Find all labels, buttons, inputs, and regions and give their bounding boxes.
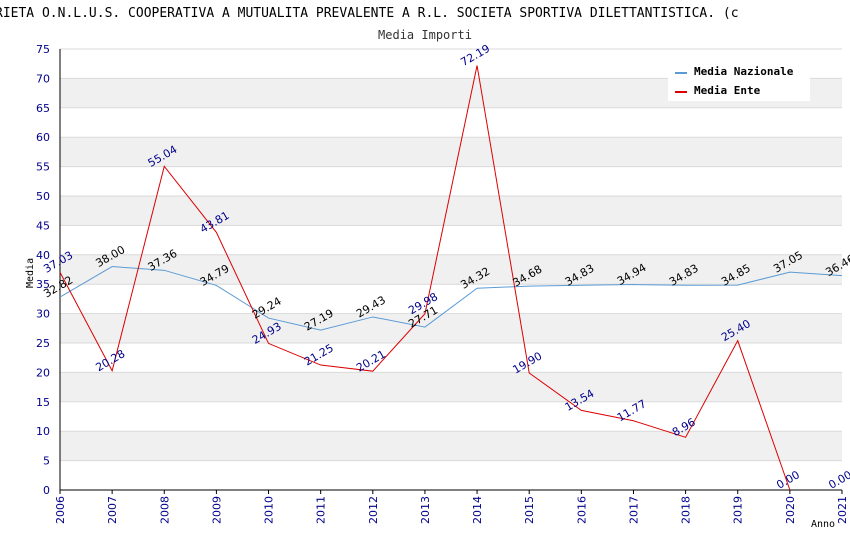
x-tick-label: 2020 [784,496,797,524]
x-tick-label: 2009 [210,496,223,524]
grid-band [60,137,842,167]
axes [59,49,842,491]
y-tick-label: 70 [36,72,50,85]
chart-title: RIETA O.N.L.U.S. COOPERATIVA A MUTUALITA… [0,6,739,21]
legend-box [668,59,810,101]
x-tick-label: 2007 [106,496,119,524]
x-axis-label: Anno [811,519,835,530]
x-tick-label: 2017 [627,496,640,524]
y-axis-label: Media [25,258,36,288]
series-line-media-nazionale [59,266,843,331]
y-tick-label: 65 [36,102,50,115]
y-tick-label: 75 [36,43,50,56]
x-tick-label: 2011 [315,496,328,524]
x-tick-label: 2018 [680,496,693,524]
y-tick-label: 40 [36,249,50,262]
y-tick-label: 50 [36,190,50,203]
x-tick-label: 2015 [523,496,536,524]
y-tick-label: 55 [36,161,50,174]
y-tick-label: 35 [36,278,50,291]
series-lines [59,65,843,491]
y-tick-label: 0 [43,484,50,497]
y-tick-label: 30 [36,308,50,321]
x-tick-label: 2019 [732,496,745,524]
x-tick-label: 2010 [263,496,276,524]
y-tick-label: 45 [36,219,50,232]
grid-band [60,254,842,285]
data-label-media-ente: 72.19 [458,42,492,69]
x-tick-label: 2012 [367,496,380,524]
legend-label-media-ente: Media Ente [694,84,761,97]
legend: Media Nazionale Media Ente [668,59,810,101]
chart-subtitle: Media Importi [378,28,472,42]
grid-band [60,196,842,226]
y-tick-label: 60 [36,131,50,144]
x-tick-label: 2016 [575,496,588,524]
y-tick-label: 10 [36,425,50,438]
x-tick-label: 2014 [471,496,484,524]
plot-background-bands [60,78,842,461]
x-tick-label: 2008 [158,496,171,524]
data-label-media-ente: 0.00 [826,468,850,492]
y-tick-labels: 0 5 10 15 20 25 30 35 40 45 50 55 60 65 70 75 [36,43,50,497]
data-label-media-ente: 0.00 [774,468,802,492]
x-tick-labels: 2006 2007 2008 2009 2010 2011 2012 2013 2014 2015… [54,490,849,524]
y-tick-label: 20 [36,366,50,379]
legend-label-media-nazionale: Media Nazionale [694,65,794,78]
x-tick-label: 2021 [836,496,849,524]
y-tick-label: 15 [36,396,50,409]
data-label-media-ente: 20.28 [93,347,127,374]
y-tick-label: 5 [43,455,50,468]
grid-band [60,431,842,461]
grid-band [60,313,842,343]
grid-band [60,372,842,402]
series-line-media-ente [59,65,791,491]
x-tick-label: 2006 [54,496,67,524]
x-tick-label: 2013 [419,496,432,524]
y-tick-label: 25 [36,337,50,350]
